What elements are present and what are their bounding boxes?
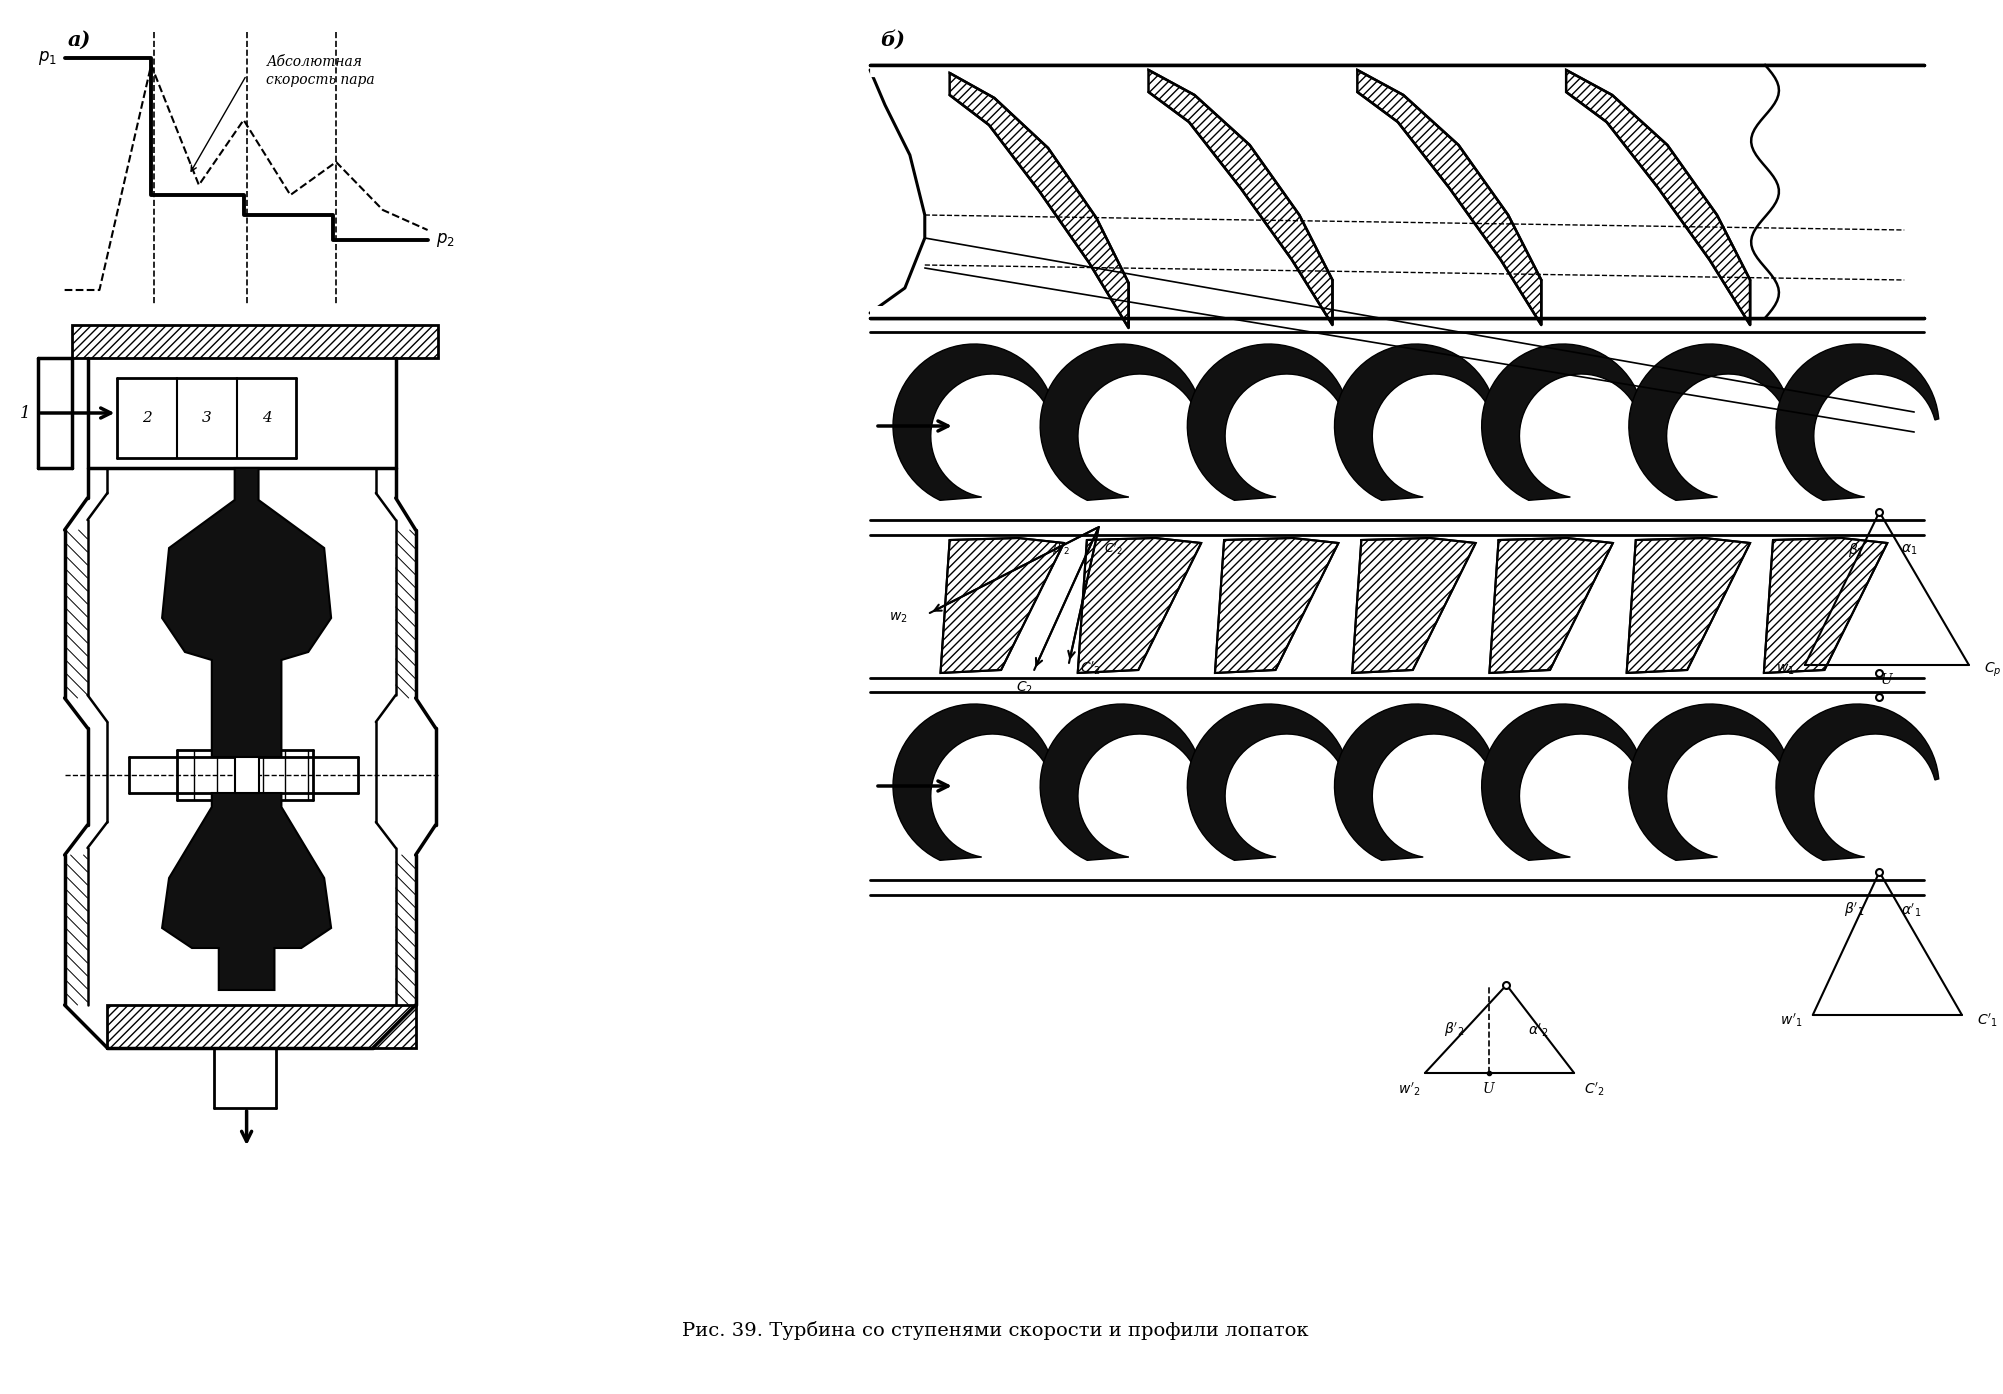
Text: б): б) (879, 31, 905, 50)
Polygon shape (72, 325, 437, 358)
Text: $C'_1$: $C'_1$ (1977, 1011, 1997, 1029)
Polygon shape (234, 757, 258, 793)
Polygon shape (893, 704, 1056, 860)
Polygon shape (949, 72, 1128, 328)
Polygon shape (893, 344, 1056, 500)
Text: а): а) (68, 31, 90, 50)
Polygon shape (1765, 538, 1887, 673)
Polygon shape (941, 538, 1064, 673)
Text: 2: 2 (142, 411, 152, 425)
Text: Рис. 39. Турбина со ступенями скорости и профили лопаток: Рис. 39. Турбина со ступенями скорости и… (683, 1320, 1308, 1340)
Polygon shape (1490, 538, 1612, 673)
Text: U: U (1482, 1082, 1494, 1096)
Polygon shape (1078, 538, 1202, 673)
Text: Абсолютная: Абсолютная (266, 54, 363, 68)
Polygon shape (1148, 70, 1332, 325)
Text: 4: 4 (262, 411, 270, 425)
Polygon shape (1334, 704, 1496, 860)
Polygon shape (1628, 704, 1791, 860)
Polygon shape (1188, 344, 1350, 500)
Text: $\beta'_1$: $\beta'_1$ (1845, 901, 1865, 919)
Polygon shape (1626, 538, 1751, 673)
Polygon shape (1777, 704, 1939, 860)
Text: $\alpha'_2$: $\alpha'_2$ (1528, 1022, 1548, 1039)
Polygon shape (1482, 704, 1644, 860)
Text: $\alpha_1$: $\alpha_1$ (1901, 542, 1917, 558)
Text: 1: 1 (20, 404, 30, 421)
Text: 3: 3 (202, 411, 212, 425)
Text: $\alpha'_1$: $\alpha'_1$ (1901, 901, 1921, 919)
Polygon shape (1040, 704, 1204, 860)
Polygon shape (1352, 538, 1476, 673)
Text: скорость пара: скорость пара (266, 72, 375, 86)
Text: $w_2$: $w_2$ (889, 611, 907, 625)
Text: $C'_2$: $C'_2$ (1584, 1080, 1604, 1098)
Polygon shape (1188, 704, 1350, 860)
Polygon shape (108, 1005, 417, 1048)
Text: $C'_2$: $C'_2$ (1080, 659, 1102, 677)
Text: $p_2$: $p_2$ (437, 231, 455, 250)
Text: $w'_2$: $w'_2$ (1398, 1080, 1420, 1098)
Polygon shape (869, 307, 1925, 318)
Text: $w_1$: $w_1$ (1777, 662, 1795, 677)
Polygon shape (1358, 70, 1540, 325)
Polygon shape (1566, 70, 1751, 325)
Text: $C_2$: $C_2$ (1016, 680, 1034, 696)
Text: $\beta_1$: $\beta_1$ (1849, 541, 1865, 559)
Text: $\beta'_2$: $\beta'_2$ (1052, 541, 1072, 558)
Text: $w'_1$: $w'_1$ (1781, 1011, 1803, 1029)
Polygon shape (1628, 344, 1791, 500)
Polygon shape (162, 468, 330, 757)
Polygon shape (869, 66, 1925, 110)
Text: $\beta'_2$: $\beta'_2$ (1444, 1020, 1464, 1039)
Polygon shape (1040, 344, 1204, 500)
Polygon shape (1777, 344, 1939, 500)
Text: $p_1$: $p_1$ (38, 49, 58, 67)
Polygon shape (162, 793, 330, 990)
Text: U: U (1881, 673, 1893, 687)
Text: $C_p$: $C_p$ (1983, 661, 2001, 679)
Text: $C'_2$: $C'_2$ (1104, 541, 1124, 558)
Polygon shape (1216, 538, 1338, 673)
Polygon shape (1334, 344, 1496, 500)
Polygon shape (1482, 344, 1644, 500)
